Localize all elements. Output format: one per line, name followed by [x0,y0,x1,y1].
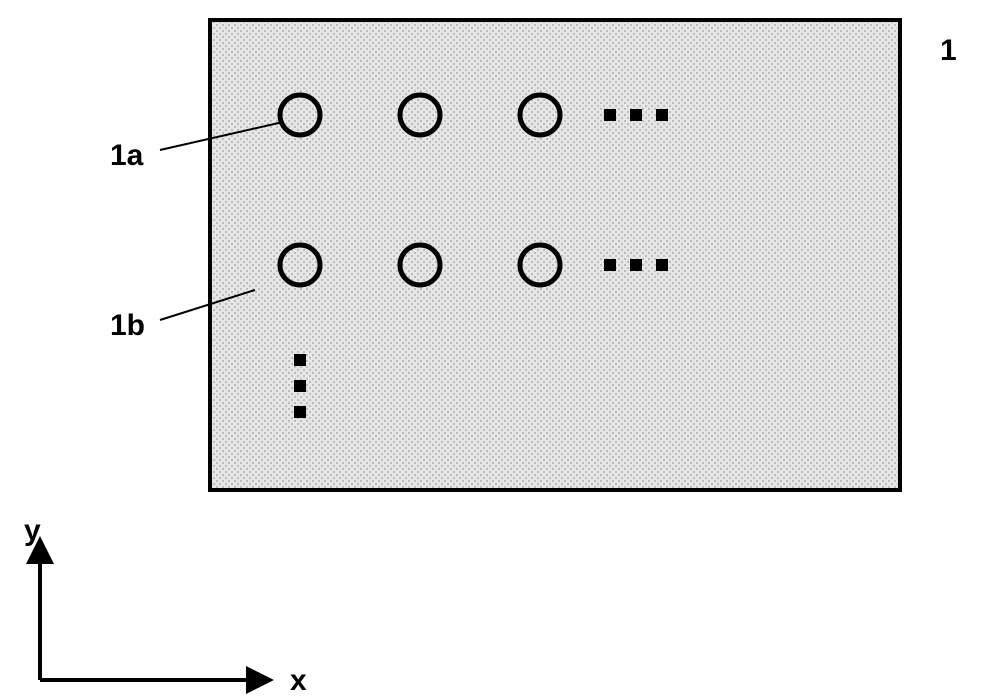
grid-circle [400,245,440,285]
ellipsis-dot [630,259,642,271]
axis-y-label: y [24,514,41,547]
axis-x-label: x [290,664,307,697]
ellipsis-dot [294,354,306,366]
grid-circle [400,95,440,135]
ellipsis-dot [294,380,306,392]
ellipsis-dot [604,259,616,271]
label-panel-1: 1 [940,34,957,67]
ellipsis-dot [294,406,306,418]
grid-circle [520,245,560,285]
ellipsis-dot [604,109,616,121]
grid-circle [280,95,320,135]
ellipsis-dot [656,109,668,121]
ellipsis-dot [656,259,668,271]
grid-circle [280,245,320,285]
label-1b: 1b [110,309,145,342]
ellipsis-dot [630,109,642,121]
grid-circle [520,95,560,135]
label-1a: 1a [110,139,144,172]
diagram-layer [40,20,900,680]
diagram-stage: 1a 1b 1 x y [0,0,1000,699]
